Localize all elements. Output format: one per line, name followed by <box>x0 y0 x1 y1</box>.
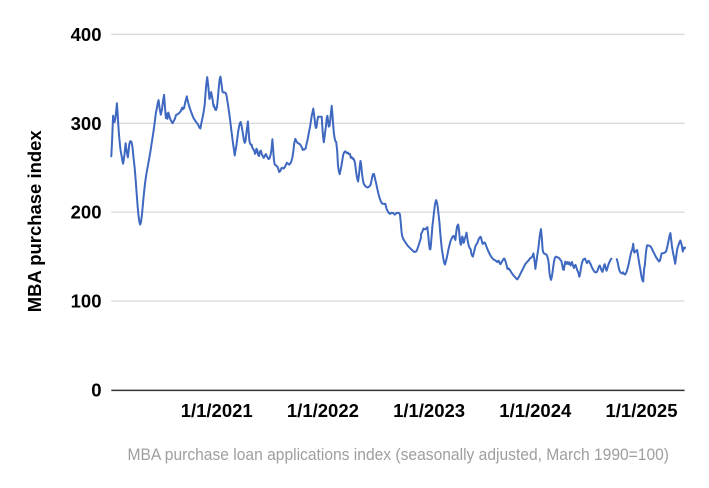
svg-text:100: 100 <box>71 291 102 312</box>
svg-text:MBA purchase index: MBA purchase index <box>24 130 45 313</box>
svg-text:400: 400 <box>71 24 102 45</box>
svg-text:300: 300 <box>71 113 102 134</box>
svg-text:200: 200 <box>71 202 102 223</box>
svg-text:1/1/2021: 1/1/2021 <box>181 400 253 421</box>
svg-text:1/1/2022: 1/1/2022 <box>287 400 359 421</box>
svg-text:1/1/2024: 1/1/2024 <box>499 400 572 421</box>
svg-text:1/1/2023: 1/1/2023 <box>393 400 465 421</box>
svg-text:1/1/2025: 1/1/2025 <box>605 400 677 421</box>
svg-text:0: 0 <box>91 380 101 401</box>
svg-text:MBA purchase loan applications: MBA purchase loan applications index (se… <box>128 446 670 464</box>
